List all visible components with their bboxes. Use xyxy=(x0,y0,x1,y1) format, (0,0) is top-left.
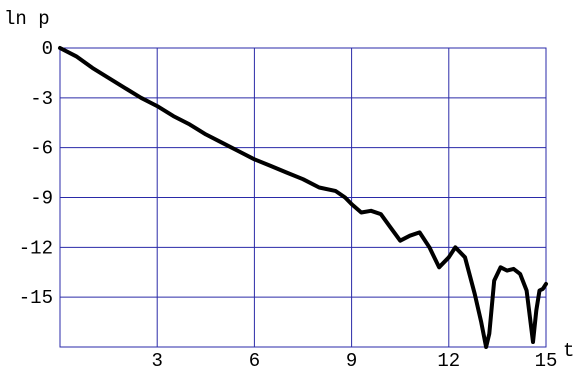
x-tick-label: 12 xyxy=(437,350,460,372)
x-axis-label: t xyxy=(563,340,574,362)
tick-labels: 3 6 9 12 15 0 -3 -6 -9 -12 -15 xyxy=(19,38,558,372)
x-tick-label: 6 xyxy=(249,350,260,372)
y-tick-label: 0 xyxy=(42,38,53,60)
y-tick-label: -9 xyxy=(30,188,53,210)
y-tick-label: -15 xyxy=(19,287,53,309)
series-line xyxy=(58,46,548,349)
y-axis-label: ln p xyxy=(4,8,50,30)
y-tick-label: -3 xyxy=(30,88,53,110)
y-tick-label: -6 xyxy=(30,138,53,160)
y-tick-label: -12 xyxy=(19,237,53,259)
x-tick-label: 15 xyxy=(535,350,558,372)
x-tick-label: 3 xyxy=(151,350,162,372)
plot-frame xyxy=(59,47,547,348)
x-tick-label: 9 xyxy=(346,350,357,372)
